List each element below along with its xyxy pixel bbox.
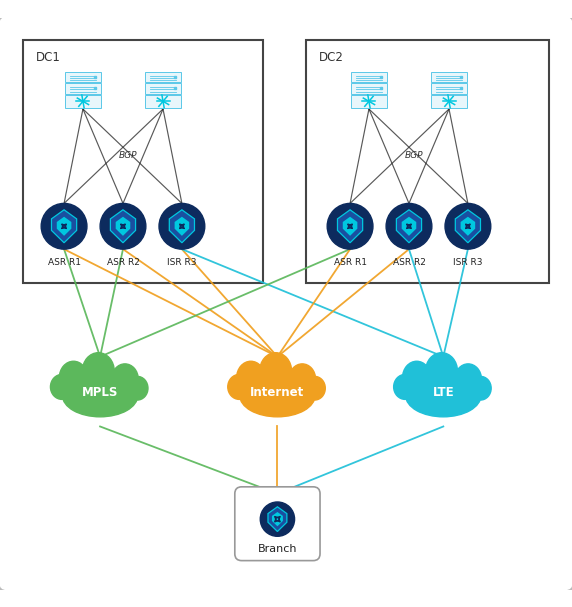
Ellipse shape: [403, 361, 431, 394]
Text: MPLS: MPLS: [82, 385, 118, 399]
Ellipse shape: [394, 375, 416, 399]
Polygon shape: [110, 210, 136, 243]
FancyBboxPatch shape: [235, 487, 320, 561]
Circle shape: [260, 502, 295, 537]
FancyBboxPatch shape: [65, 95, 101, 108]
Ellipse shape: [59, 361, 88, 394]
Text: ISR R3: ISR R3: [167, 258, 197, 266]
FancyBboxPatch shape: [431, 83, 467, 93]
Polygon shape: [169, 210, 194, 243]
FancyBboxPatch shape: [431, 95, 467, 108]
Polygon shape: [116, 217, 130, 236]
Polygon shape: [337, 210, 363, 243]
FancyBboxPatch shape: [351, 72, 387, 82]
Ellipse shape: [289, 364, 316, 394]
Circle shape: [386, 203, 432, 249]
Polygon shape: [402, 217, 416, 236]
Polygon shape: [460, 217, 475, 236]
Ellipse shape: [470, 376, 491, 400]
Polygon shape: [343, 217, 358, 236]
Polygon shape: [272, 512, 283, 526]
Polygon shape: [51, 210, 77, 243]
FancyBboxPatch shape: [351, 95, 387, 108]
Text: BGP: BGP: [119, 151, 137, 160]
Ellipse shape: [406, 374, 481, 417]
FancyBboxPatch shape: [145, 83, 181, 93]
Text: ASR R2: ASR R2: [392, 258, 426, 266]
Ellipse shape: [228, 375, 251, 399]
Circle shape: [159, 203, 205, 249]
Text: ASR R1: ASR R1: [333, 258, 367, 266]
Text: ASR R1: ASR R1: [47, 258, 81, 266]
Ellipse shape: [126, 376, 148, 400]
Ellipse shape: [240, 374, 315, 417]
FancyBboxPatch shape: [145, 95, 181, 108]
FancyBboxPatch shape: [145, 72, 181, 82]
Circle shape: [100, 203, 146, 249]
Text: DC1: DC1: [35, 50, 60, 64]
Polygon shape: [455, 210, 480, 243]
Circle shape: [327, 203, 373, 249]
Text: ASR R2: ASR R2: [106, 258, 140, 266]
Ellipse shape: [304, 376, 325, 400]
Text: Branch: Branch: [257, 544, 297, 554]
Polygon shape: [57, 217, 72, 236]
Text: Internet: Internet: [251, 385, 304, 399]
Text: BGP: BGP: [405, 151, 423, 160]
Text: DC2: DC2: [319, 50, 343, 64]
FancyBboxPatch shape: [65, 83, 101, 93]
Circle shape: [445, 203, 491, 249]
FancyBboxPatch shape: [65, 72, 101, 82]
Text: LTE: LTE: [432, 385, 454, 399]
Ellipse shape: [112, 364, 138, 394]
FancyBboxPatch shape: [306, 41, 549, 283]
Polygon shape: [174, 217, 189, 236]
Ellipse shape: [62, 374, 138, 417]
Ellipse shape: [237, 361, 265, 394]
Ellipse shape: [50, 375, 73, 399]
Polygon shape: [396, 210, 422, 243]
Circle shape: [41, 203, 87, 249]
Text: ISR R3: ISR R3: [453, 258, 483, 266]
FancyBboxPatch shape: [0, 16, 572, 591]
FancyBboxPatch shape: [431, 72, 467, 82]
Ellipse shape: [455, 364, 482, 394]
FancyBboxPatch shape: [23, 41, 263, 283]
FancyBboxPatch shape: [351, 83, 387, 93]
Ellipse shape: [260, 353, 292, 390]
Ellipse shape: [426, 353, 458, 390]
Polygon shape: [268, 507, 287, 532]
Ellipse shape: [82, 353, 114, 390]
